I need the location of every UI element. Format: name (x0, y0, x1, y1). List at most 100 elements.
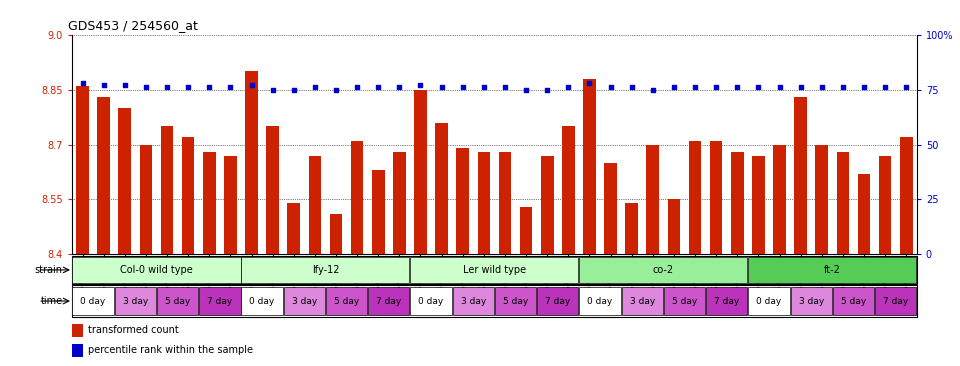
Bar (540, 156, 554, 254)
Point (413, 82, 428, 88)
Point (307, 85, 323, 90)
Text: lfy-12: lfy-12 (312, 265, 339, 275)
Text: strain: strain (35, 265, 62, 275)
Point (666, 85, 682, 90)
Text: 5 day: 5 day (334, 296, 359, 306)
Point (434, 85, 449, 90)
Point (349, 85, 365, 90)
Bar (435, 123, 448, 254)
Bar (410, 257, 579, 283)
Bar (325, 287, 368, 315)
Bar (368, 287, 410, 315)
Text: ft-2: ft-2 (824, 265, 841, 275)
Bar (900, 137, 913, 254)
Point (476, 85, 492, 90)
Bar (266, 126, 279, 254)
Bar (329, 214, 343, 254)
Text: 3 day: 3 day (123, 296, 148, 306)
Point (793, 85, 808, 90)
Bar (452, 287, 494, 315)
Bar (625, 203, 638, 254)
Text: 0 day: 0 day (81, 296, 106, 306)
Bar (477, 152, 491, 254)
Bar (372, 170, 385, 254)
Bar (875, 287, 917, 315)
Point (730, 85, 745, 90)
Point (772, 85, 787, 90)
Bar (97, 97, 110, 254)
Bar (815, 145, 828, 254)
Bar (562, 126, 575, 254)
Bar (283, 287, 325, 315)
Bar (181, 137, 195, 254)
Bar (199, 287, 241, 315)
Text: 5 day: 5 day (672, 296, 697, 306)
Point (455, 85, 470, 90)
Text: 3 day: 3 day (799, 296, 824, 306)
Bar (76, 86, 89, 254)
Bar (646, 145, 660, 254)
Point (75, 80, 90, 86)
Bar (748, 287, 790, 315)
Bar (456, 148, 469, 254)
Point (582, 80, 597, 86)
Bar (72, 324, 83, 337)
Bar (748, 257, 917, 283)
Bar (663, 287, 706, 315)
Point (540, 87, 555, 93)
Text: 0 day: 0 day (756, 296, 781, 306)
Point (877, 85, 893, 90)
Text: 7 day: 7 day (207, 296, 232, 306)
Text: 3 day: 3 day (292, 296, 317, 306)
Text: transformed count: transformed count (88, 325, 179, 335)
Bar (709, 141, 723, 254)
Bar (790, 287, 832, 315)
Text: GDS453 / 254560_at: GDS453 / 254560_at (68, 19, 198, 32)
Text: 5 day: 5 day (503, 296, 528, 306)
Text: 7 day: 7 day (545, 296, 570, 306)
Bar (667, 199, 681, 254)
Bar (731, 152, 744, 254)
Text: Ler wild type: Ler wild type (463, 265, 526, 275)
Bar (621, 287, 663, 315)
Text: 5 day: 5 day (841, 296, 866, 306)
Text: 5 day: 5 day (165, 296, 190, 306)
Point (561, 85, 576, 90)
Bar (604, 163, 617, 254)
Bar (836, 152, 850, 254)
Bar (832, 287, 875, 315)
Text: 0 day: 0 day (250, 296, 275, 306)
Bar (139, 145, 153, 254)
Bar (245, 71, 258, 254)
Bar (414, 90, 427, 254)
Point (180, 85, 196, 90)
Bar (579, 287, 621, 315)
Bar (857, 174, 871, 254)
Point (223, 85, 238, 90)
Bar (537, 287, 579, 315)
Bar (498, 152, 512, 254)
Text: 7 day: 7 day (714, 296, 739, 306)
Point (138, 85, 154, 90)
Point (814, 85, 829, 90)
Point (687, 85, 703, 90)
Point (856, 85, 872, 90)
Point (117, 82, 132, 88)
Text: Col-0 wild type: Col-0 wild type (120, 265, 193, 275)
Point (603, 85, 618, 90)
Bar (688, 141, 702, 254)
Bar (241, 287, 283, 315)
Text: 3 day: 3 day (461, 296, 486, 306)
Bar (72, 257, 241, 283)
Bar (72, 344, 83, 357)
Bar (410, 287, 452, 315)
Point (371, 85, 386, 90)
Point (392, 85, 407, 90)
Text: 0 day: 0 day (588, 296, 612, 306)
Point (645, 87, 660, 93)
Point (286, 87, 301, 93)
Point (899, 85, 914, 90)
Point (244, 82, 259, 88)
Bar (393, 152, 406, 254)
Point (835, 85, 851, 90)
